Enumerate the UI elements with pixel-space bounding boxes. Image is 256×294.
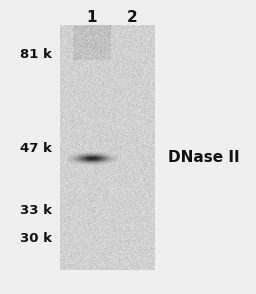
Text: 2: 2 [127, 11, 137, 26]
Text: DNase II: DNase II [168, 151, 240, 166]
Text: 47 k: 47 k [20, 141, 52, 155]
Text: 1: 1 [87, 11, 97, 26]
Text: 30 k: 30 k [20, 231, 52, 245]
Text: 33 k: 33 k [20, 203, 52, 216]
Text: 81 k: 81 k [20, 49, 52, 61]
